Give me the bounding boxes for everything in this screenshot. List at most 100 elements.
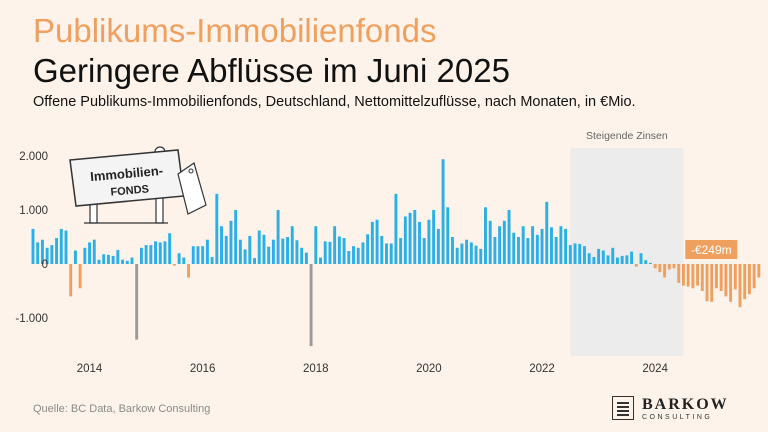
sign-line-2: FONDS <box>110 183 149 198</box>
y-tick-label: 0 <box>42 259 48 271</box>
bar <box>436 228 440 264</box>
bar <box>234 210 238 264</box>
bar <box>554 237 558 264</box>
bar <box>366 234 370 264</box>
sign-line-1: Immobilien- <box>90 163 164 184</box>
bar <box>337 236 341 264</box>
bar <box>205 239 209 264</box>
bar <box>135 264 139 340</box>
bar <box>719 264 723 291</box>
bar <box>681 264 685 286</box>
bar <box>224 235 228 264</box>
bar <box>422 238 426 264</box>
bar <box>418 221 421 264</box>
bar <box>738 264 742 308</box>
bar <box>69 264 73 297</box>
bar <box>201 246 205 264</box>
bar <box>634 264 638 267</box>
bar <box>469 242 473 264</box>
bar <box>172 264 176 266</box>
bar <box>55 238 59 264</box>
bar <box>342 238 346 264</box>
bar <box>507 210 511 264</box>
bar <box>144 245 148 264</box>
bar <box>564 228 568 264</box>
bar <box>385 243 388 264</box>
callout-label: -€249m <box>691 243 732 257</box>
bar <box>752 264 756 289</box>
bar <box>757 264 761 278</box>
bar <box>238 239 242 264</box>
bar <box>220 226 223 264</box>
y-tick-label: 2.000 <box>19 151 48 163</box>
bar <box>714 264 718 289</box>
bar <box>36 242 40 264</box>
bar <box>535 234 539 264</box>
bar <box>582 246 586 264</box>
bar <box>639 253 643 264</box>
bar <box>630 251 634 264</box>
bar <box>696 264 700 286</box>
bar <box>375 219 379 264</box>
bar <box>163 241 167 264</box>
bar <box>451 237 454 264</box>
bar <box>672 264 676 269</box>
bar <box>667 264 671 270</box>
bar <box>502 220 506 264</box>
bar <box>441 159 445 264</box>
bar <box>691 264 695 289</box>
bar <box>550 227 553 264</box>
bar <box>314 226 318 264</box>
bar <box>177 253 181 264</box>
property-sign-icon: Immobilien-FONDS <box>69 146 207 224</box>
bar <box>356 247 360 264</box>
bar <box>648 262 652 264</box>
bar <box>64 230 68 264</box>
bar <box>427 219 431 264</box>
bar <box>323 241 327 264</box>
bar <box>465 239 469 264</box>
bar <box>517 237 520 264</box>
bar <box>210 256 214 264</box>
bar <box>125 260 129 264</box>
bar <box>658 264 662 273</box>
sign-tag-hole <box>188 168 194 174</box>
bar <box>257 230 261 264</box>
bar <box>130 257 134 264</box>
bar <box>196 246 200 264</box>
bar <box>111 255 115 264</box>
bar <box>615 257 619 264</box>
bar <box>380 235 384 264</box>
bar <box>474 245 478 264</box>
bar <box>253 258 256 264</box>
bar <box>559 226 563 264</box>
chart-title: Geringere Abflüsse im Juni 2025 <box>33 52 510 89</box>
bar <box>229 220 233 264</box>
bar <box>710 264 714 302</box>
bar <box>545 201 549 264</box>
bar <box>620 255 624 264</box>
barkow-logo: BARKOW CONSULTING <box>612 396 742 426</box>
bar <box>31 228 35 264</box>
bar <box>139 247 143 264</box>
bar <box>215 193 219 264</box>
bar <box>408 212 412 264</box>
bar <box>611 247 615 264</box>
bar <box>484 207 487 264</box>
x-tick-label: 2022 <box>529 363 555 375</box>
kicker-title: Publikums-Immobilienfonds <box>33 12 437 49</box>
bar <box>154 241 158 264</box>
bar <box>309 264 313 347</box>
bar <box>319 257 322 264</box>
bar <box>149 245 153 264</box>
shaded-region-label: Steigende Zinsen <box>586 130 668 142</box>
bar <box>573 243 577 264</box>
bar <box>432 210 436 264</box>
callout-box <box>685 240 738 259</box>
bar <box>526 238 530 264</box>
x-tick-label: 2016 <box>190 363 216 375</box>
bar <box>328 241 332 264</box>
bar <box>460 243 464 264</box>
bar <box>361 242 365 264</box>
bar <box>300 247 304 264</box>
